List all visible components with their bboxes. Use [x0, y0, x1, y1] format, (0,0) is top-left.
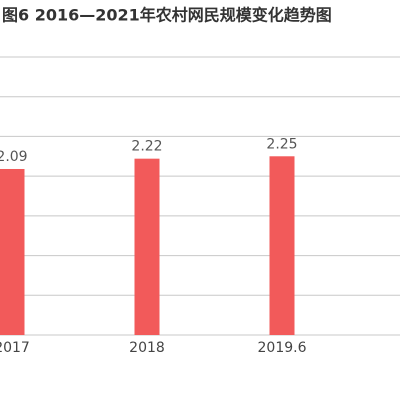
value-label: 2.22: [131, 139, 162, 155]
value-label: 2.09: [0, 149, 28, 165]
bar: [269, 156, 295, 335]
x-tick-label: 2017: [0, 340, 30, 356]
value-label: 2.25: [266, 136, 297, 152]
x-tick-label: 2018: [129, 340, 165, 356]
bar: [134, 158, 160, 335]
chart-title: 图6 2016—2021年农村网民规模变化趋势图: [2, 6, 332, 25]
x-tick-label: 2019.6: [258, 340, 307, 356]
bar: [0, 168, 25, 335]
